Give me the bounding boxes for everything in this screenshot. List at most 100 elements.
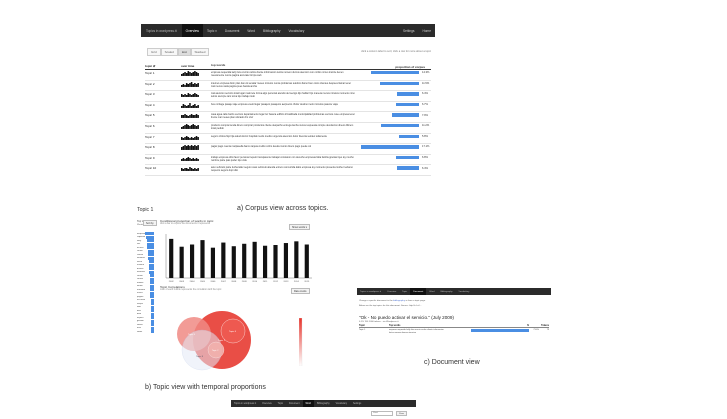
word-nav-item[interactable]: Document: [289, 402, 300, 405]
word-row[interactable]: lectra: [137, 260, 154, 264]
word-label[interactable]: informacion: [137, 257, 145, 260]
word-row[interactable]: requerida: [137, 235, 154, 240]
word-row[interactable]: ocurrio: [137, 246, 154, 250]
nav-topic[interactable]: Topic ▾: [206, 28, 217, 33]
word-label[interactable]: carlos: [137, 250, 143, 253]
word-search-input[interactable]: Word: [371, 411, 393, 416]
table-row[interactable]: Topic 8 pagar pago cuenta marpasella banc…: [145, 144, 431, 155]
bubble-topic-2[interactable]: [207, 341, 225, 359]
word-row[interactable]: gestion: [137, 319, 154, 324]
word-row[interactable]: atencion: [137, 270, 154, 275]
word-label[interactable]: nuevamente: [137, 288, 145, 291]
table-row[interactable]: Topic 9 trabajo empresa dtrio favor perso…: [145, 155, 431, 166]
word-label[interactable]: tienen: [137, 285, 143, 288]
word-row[interactable]: mes: [137, 326, 154, 331]
word-row[interactable]: accurate: [137, 298, 154, 303]
doc-col-topic[interactable]: Topic: [359, 325, 365, 327]
show-words-button[interactable]: Show words ▾: [289, 224, 310, 230]
toggle-list[interactable]: List: [177, 48, 191, 56]
word-row[interactable]: informacion: [137, 256, 154, 261]
sort-by-button[interactable]: Sort by: [143, 220, 157, 226]
word-row[interactable]: nuevamente: [137, 288, 154, 292]
table-row[interactable]: Topic 10 auto vehiculo parte fecha taller…: [145, 165, 431, 176]
word-nav-item[interactable]: Topic: [277, 402, 284, 405]
word-row[interactable]: carlos: [137, 249, 154, 254]
word-label[interactable]: lectra: [137, 260, 143, 263]
chart-bar[interactable]: [242, 243, 247, 278]
word-label[interactable]: luis: [137, 243, 141, 246]
col-top-words[interactable]: top words: [211, 64, 226, 67]
word-nav-item[interactable]: Vocabulary: [335, 402, 347, 405]
word-row[interactable]: llamar: [137, 323, 154, 327]
toggle-stacked[interactable]: Stacked: [190, 48, 210, 56]
chart-bar[interactable]: [221, 242, 226, 278]
word-label[interactable]: gestion: [137, 320, 144, 323]
word-label[interactable]: requerida: [137, 236, 145, 239]
word-label[interactable]: atencion: [137, 271, 145, 274]
toggle-grid[interactable]: Grid: [147, 48, 161, 56]
word-label[interactable]: espera: [137, 316, 144, 319]
word-label[interactable]: durnos: [137, 267, 144, 270]
nav-vocabulary[interactable]: Vocabulary: [288, 28, 305, 33]
word-row[interactable]: tramite: [137, 281, 154, 285]
chart-bar[interactable]: [262, 245, 268, 278]
chart-bar[interactable]: [273, 245, 278, 278]
bibliography-link[interactable]: bibliography: [393, 300, 405, 302]
table-row[interactable]: Topic 7 seguro clinica hijo hija salud do…: [145, 134, 431, 145]
nav-document[interactable]: Document: [224, 28, 240, 33]
word-show-button[interactable]: Show: [396, 411, 408, 416]
word-label[interactable]: dato: [137, 313, 142, 316]
table-row[interactable]: Topic 1 empresa requerida kelly luis ocur…: [145, 70, 431, 81]
chart-bar[interactable]: [200, 240, 205, 278]
word-nav-item[interactable]: Settings: [353, 402, 362, 405]
doc-topic-row[interactable]: Topic 1 empresa requerida kelly luis ocu…: [359, 329, 549, 334]
word-label[interactable]: nunca: [137, 292, 143, 295]
navbar-brand[interactable]: Topics in wordpress.tt: [146, 28, 177, 33]
doc-col-words[interactable]: Top words: [389, 325, 401, 327]
col-over-time[interactable]: over time: [181, 64, 195, 68]
topic-label[interactable]: Topic 1: [145, 71, 155, 75]
word-nav-item[interactable]: Bibliography: [316, 402, 330, 405]
topic-label[interactable]: Topic 4: [145, 102, 155, 107]
nav-bibliography[interactable]: Bibliography: [262, 28, 281, 33]
doc-nav-item[interactable]: Overview: [387, 290, 397, 293]
bubble-topic-6[interactable]: [220, 318, 246, 344]
doc-row-topic[interactable]: Topic 1: [359, 329, 366, 331]
word-row[interactable]: numero: [137, 263, 154, 268]
word-label[interactable]: correo: [137, 278, 143, 281]
word-row[interactable]: saber: [137, 330, 154, 334]
word-row[interactable]: kelly: [137, 239, 154, 243]
chart-bar[interactable]: [283, 243, 289, 278]
doc-nav-item[interactable]: Word: [429, 290, 435, 293]
word-nav-item[interactable]: Overview: [262, 402, 272, 405]
nav-overview[interactable]: Overview: [181, 24, 203, 37]
table-row[interactable]: Topic 4 bus corriage pasaje viaje empresa…: [145, 102, 431, 113]
table-row[interactable]: Topic 3 mal atencion servicio local lugar…: [145, 91, 431, 102]
word-row[interactable]: luis: [137, 242, 154, 247]
word-label[interactable]: numero: [137, 264, 145, 267]
topic-label[interactable]: Topic 3: [145, 92, 155, 97]
word-label[interactable]: confio: [137, 274, 143, 277]
word-row[interactable]: nunca: [137, 291, 154, 296]
doc-nav-item[interactable]: Bibliography: [440, 290, 453, 293]
chart-bar[interactable]: [252, 241, 257, 278]
word-label[interactable]: accurate: [137, 299, 145, 302]
word-row[interactable]: empresa: [137, 232, 154, 236]
doc-nav-item[interactable]: Vocabulary: [458, 290, 470, 293]
topic-label[interactable]: Topic 6: [145, 123, 155, 128]
word-row[interactable]: pagina: [137, 295, 154, 299]
chart-bar[interactable]: [210, 247, 216, 278]
topic-label[interactable]: Topic 7: [145, 134, 155, 139]
word-label[interactable]: cliente: [137, 253, 144, 256]
nav-settings[interactable]: Settings: [402, 28, 415, 33]
word-row[interactable]: fornpa: [137, 302, 154, 306]
word-nav-item[interactable]: Word: [302, 400, 314, 407]
word-row[interactable]: confio: [137, 274, 154, 278]
word-row[interactable]: web: [137, 305, 154, 310]
nav-home[interactable]: Home: [422, 28, 431, 33]
word-label[interactable]: ocurrio: [137, 246, 144, 249]
doc-col-pct[interactable]: %: [526, 325, 529, 327]
doc-nav-item[interactable]: Document: [410, 288, 427, 295]
topic-label[interactable]: Topic 8: [145, 145, 155, 150]
doc-nav-item[interactable]: Topics in wordpress.tt: [360, 290, 382, 293]
